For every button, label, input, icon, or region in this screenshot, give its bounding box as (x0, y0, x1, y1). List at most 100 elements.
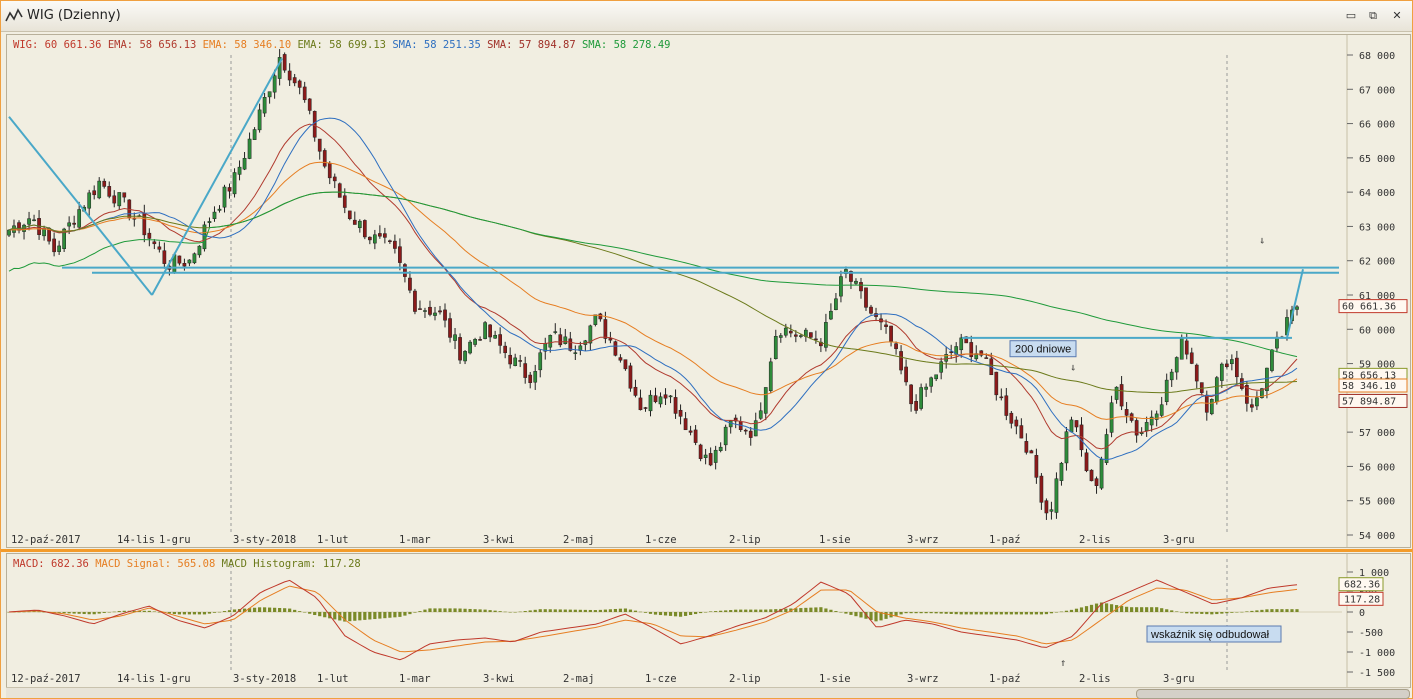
histogram-bar (398, 612, 402, 617)
candle-body (42, 228, 46, 237)
histogram-bar (1260, 609, 1264, 612)
candle-body (87, 192, 92, 209)
histogram-bar (37, 611, 41, 613)
histogram-bar (839, 612, 843, 613)
histogram-bar (724, 610, 728, 612)
candle-body (914, 401, 918, 411)
histogram-bar (663, 612, 668, 616)
histogram-bar (904, 612, 908, 614)
candle-body (1064, 431, 1069, 464)
candle-body (312, 111, 317, 138)
histogram-bar (77, 612, 81, 614)
macd-pane[interactable]: 1 0005000-500-1 000-1 50012-paź-201714-l… (6, 553, 1411, 688)
histogram-bar (257, 607, 262, 612)
candle-body (307, 98, 312, 111)
candle-body (959, 337, 964, 351)
histogram-bar (613, 608, 618, 612)
candle-body (889, 325, 893, 342)
restore-icon[interactable]: ⧉ (1369, 9, 1377, 22)
histogram-bar (603, 609, 607, 612)
histogram-bar (744, 609, 748, 612)
y-tick-label: 57 000 (1359, 428, 1395, 439)
y-tick-label: -500 (1359, 628, 1383, 639)
histogram-bar (1220, 612, 1224, 614)
pane-separator[interactable] (1, 549, 1412, 552)
histogram-bar (1160, 608, 1164, 612)
histogram-bar (819, 607, 823, 612)
candle-body (378, 233, 382, 237)
histogram-bar (7, 612, 11, 613)
scrollbar-thumb[interactable] (1136, 689, 1410, 699)
candle-body (398, 246, 402, 263)
candle-body (317, 138, 322, 152)
candle-body (824, 322, 828, 348)
histogram-bar (959, 612, 963, 615)
candle-body (884, 324, 888, 327)
minimize-icon[interactable]: ▭ (1345, 9, 1357, 22)
histogram-bar (829, 609, 833, 612)
histogram-bar (202, 612, 207, 615)
candle-body (1054, 478, 1059, 513)
candle-body (713, 449, 718, 463)
candle-body (528, 374, 533, 383)
histogram-bar (97, 612, 101, 614)
histogram-bar (1079, 607, 1084, 612)
chart-logo-icon (5, 8, 23, 22)
down-arrow-icon: ⇓ (1259, 235, 1265, 247)
candle-body (197, 245, 202, 256)
candle-body (748, 430, 753, 438)
sma-mid-line (8, 191, 1298, 394)
histogram-bar (62, 612, 66, 614)
histogram-bar (1230, 612, 1234, 613)
candle-body (1204, 394, 1209, 413)
macd-tag: 117.28 (1338, 591, 1384, 606)
candle-body (668, 395, 673, 398)
histogram-bar (709, 611, 713, 612)
price-tag-label: 58 656.13 (1342, 370, 1396, 381)
histogram-bar (192, 612, 197, 615)
histogram-bar (308, 612, 312, 614)
candle-body (1109, 402, 1114, 433)
histogram-bar (1059, 611, 1064, 613)
candle-body (322, 150, 327, 167)
candle-body (814, 338, 818, 341)
candle-body (52, 238, 56, 253)
histogram-bar (894, 612, 898, 616)
histogram-bar (628, 609, 633, 612)
candle-body (383, 233, 387, 238)
histogram-bar (1235, 612, 1239, 613)
histogram-bar (508, 612, 512, 613)
candle-body (678, 409, 683, 417)
close-icon[interactable]: ✕ (1392, 9, 1402, 22)
histogram-bar (1150, 607, 1154, 612)
candle-body (1019, 425, 1024, 439)
histogram-bar (1009, 612, 1013, 615)
legend-value: 58 278.49 (613, 39, 671, 51)
price-chart-pane[interactable]: 68 000 67 000 66 000 65 000 64 000 63 000 62 0… (6, 34, 1411, 548)
histogram-bar (1119, 605, 1124, 612)
price-tag-box (1338, 299, 1408, 314)
legend-value: 565.08 (177, 558, 222, 570)
macd-note-text: wskaźnik się odbudował (1150, 629, 1270, 641)
candle-body (463, 351, 467, 362)
candle-body (242, 157, 247, 170)
histogram-bar (1054, 612, 1059, 613)
histogram-bar (453, 608, 457, 612)
histogram-bar (22, 611, 26, 613)
candle-body (352, 219, 357, 225)
candle-body (1049, 509, 1054, 512)
histogram-bar (633, 610, 638, 612)
horizontal-scrollbar[interactable] (6, 687, 1410, 699)
price-tag-box (1338, 378, 1408, 393)
histogram-bar (593, 610, 597, 612)
histogram-bar (283, 608, 287, 612)
candle-body (232, 172, 237, 195)
histogram-bar (954, 612, 958, 615)
candle-body (568, 338, 573, 351)
legend-name: SMA: (581, 39, 614, 51)
candle-body (1094, 478, 1099, 486)
histogram-bar (989, 612, 993, 615)
x-tick-label: 1-paź (989, 673, 1021, 685)
y-tick-label: 68 000 (1359, 51, 1395, 62)
histogram-bar (979, 612, 983, 615)
